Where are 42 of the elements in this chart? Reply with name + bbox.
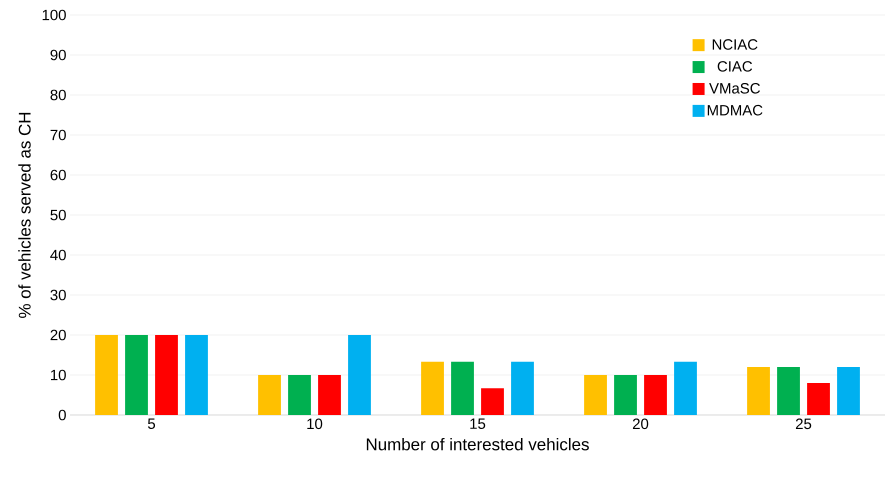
y-tick-label: 30 [50, 290, 66, 300]
bar [258, 375, 281, 415]
bar [584, 375, 607, 415]
bar [421, 362, 444, 415]
bar [481, 388, 504, 415]
y-tick-label: 50 [50, 210, 66, 220]
bar [155, 334, 178, 415]
x-tick-label: 10 [307, 418, 322, 430]
legend-label: VMaSC [709, 83, 760, 94]
y-tick-label: 20 [50, 330, 66, 340]
legend-label: MDMAC [708, 104, 762, 116]
bar [125, 334, 148, 415]
y-tick-label: 40 [50, 250, 66, 260]
bar [674, 362, 697, 415]
x-tick-label: 15 [470, 418, 486, 429]
bar [747, 367, 770, 415]
y-tick-label: 60 [50, 170, 66, 180]
bar [807, 383, 830, 415]
y-tick-label: 80 [50, 90, 66, 100]
y-tick-label: 10 [51, 370, 66, 380]
x-tick-label: 25 [796, 418, 812, 430]
x-tick-label: 5 [148, 418, 156, 429]
bar [348, 334, 371, 415]
bar [837, 367, 860, 415]
bar [318, 375, 341, 415]
legend-label: NCIAC [712, 39, 758, 50]
x-tick-label: 20 [632, 418, 648, 430]
bar [511, 362, 534, 415]
bar [185, 334, 208, 415]
x-axis-title: Number of interested vehicles [366, 438, 589, 450]
bar [451, 362, 474, 415]
y-tick-label: 100 [42, 10, 66, 20]
bar [644, 375, 667, 415]
y-tick-label: 0 [58, 410, 66, 420]
y-tick-label: 90 [50, 50, 66, 60]
bar [95, 334, 118, 415]
legend-label: CIAC [718, 61, 752, 72]
bar [777, 367, 800, 415]
bar [288, 375, 311, 415]
y-axis-title: % of vehicles served as CH [18, 112, 31, 318]
bar [614, 375, 637, 415]
y-tick-label: 70 [50, 130, 66, 140]
